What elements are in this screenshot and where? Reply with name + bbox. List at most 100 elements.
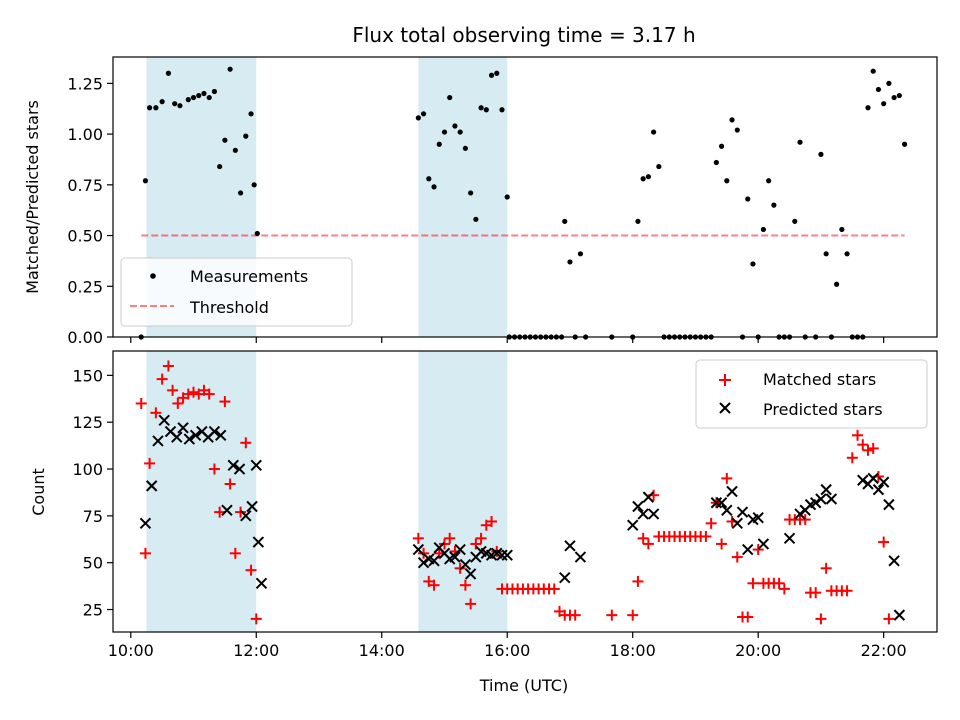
measurement-point: [724, 178, 730, 184]
measurement-point: [254, 230, 260, 237]
predicted-star-point: [825, 493, 838, 505]
y-tick-label: 100: [72, 460, 103, 479]
predicted-star-stroke: [491, 547, 503, 560]
measurement-point: [185, 97, 191, 103]
measurement-point: [222, 137, 228, 143]
y-tick-label: 125: [72, 413, 103, 432]
matched-star-point: [486, 515, 498, 527]
measurement-point: [206, 94, 212, 101]
predicted-star-stroke: [412, 543, 425, 556]
predicted-star-point: [642, 491, 655, 503]
predicted-star-point: [815, 493, 827, 505]
matched-star-point: [172, 397, 184, 409]
matched-star-point: [810, 587, 822, 599]
measurement-point: [901, 141, 908, 147]
measurement-point: [839, 226, 845, 233]
measurement-point: [844, 251, 850, 257]
matched-star-point: [857, 439, 869, 451]
plot-frame: [112, 56, 938, 338]
top-panel: 0.00 0.25 0.50 0.75 1.00 1.25: [67, 56, 938, 347]
x-tick-label: 22:00: [861, 641, 907, 660]
measurement-point: [488, 72, 495, 78]
matched-star-point: [841, 585, 853, 597]
measurement-point: [159, 99, 165, 105]
measurement-point: [441, 129, 448, 135]
predicted-star-stroke: [496, 549, 508, 561]
matched-star-point: [465, 598, 477, 610]
predicted-star-point: [246, 500, 258, 513]
bottom-y-axis-label: Count: [29, 468, 48, 516]
matched-star-point: [139, 547, 151, 559]
predicted-star-stroke: [214, 429, 227, 442]
predicted-star-stroke: [642, 491, 655, 503]
predicted-star-point: [417, 556, 430, 569]
matched-star-point: [167, 384, 179, 396]
predicted-star-point: [794, 508, 806, 520]
predicted-star-stroke: [888, 555, 900, 567]
matched-star-point: [454, 562, 466, 574]
predicted-star-point: [208, 425, 221, 438]
bottom-legend: Matched stars Predicted stars: [695, 359, 928, 429]
predicted-star-stroke: [233, 463, 246, 475]
predicted-star-stroke: [721, 504, 733, 516]
matched-star-point: [627, 609, 639, 621]
matched-star-point: [742, 611, 754, 623]
measurement-point: [431, 184, 437, 190]
matched-star-point: [815, 613, 827, 625]
matched-star-point: [245, 564, 257, 576]
matched-star-point: [700, 530, 712, 542]
measurement-point: [196, 92, 202, 99]
predicted-star-stroke: [637, 508, 649, 520]
predicted-star-stroke: [152, 435, 164, 447]
matched-star-point: [219, 396, 231, 408]
predicted-star-point: [757, 538, 770, 550]
predicted-star-stroke: [454, 543, 466, 556]
predicted-star-point: [428, 555, 440, 567]
y-tick-label: 0.50: [67, 227, 103, 246]
predicted-star-point: [742, 543, 754, 556]
bottom-legend-box: [695, 359, 928, 429]
measurement-point: [217, 163, 223, 170]
predicted-star-stroke: [208, 425, 221, 438]
matched-star-point: [475, 532, 487, 544]
measurement-point: [891, 94, 897, 101]
measurement-point: [823, 251, 829, 257]
predicted-star-point: [820, 483, 832, 496]
predicted-star-point: [809, 497, 822, 509]
y-tick-label: 50: [83, 554, 103, 573]
predicted-star-stroke: [626, 519, 639, 531]
measurement-point: [478, 105, 484, 111]
y-tick-label: 0.25: [67, 277, 103, 296]
predicted-star-point: [564, 540, 576, 552]
predicted-star-stroke: [783, 532, 796, 545]
measurement-point: [766, 178, 772, 184]
predicted-star-stroke: [867, 472, 879, 485]
predicted-star-point: [183, 433, 196, 445]
predicted-star-stroke: [574, 551, 587, 563]
x-axis-label: Time (UTC): [479, 676, 568, 695]
predicted-star-stroke: [417, 556, 430, 569]
predicted-star-stroke: [250, 459, 262, 471]
matched-star-point: [852, 429, 864, 441]
measurement-point: [499, 107, 505, 113]
measurement-point: [870, 68, 876, 74]
predicted-star-point: [726, 485, 738, 498]
legend-label-matched: Matched stars: [763, 370, 876, 389]
measurement-point: [760, 226, 767, 233]
predicted-star-stroke: [145, 480, 158, 492]
legend-marker-predicted: [719, 402, 731, 414]
predicted-star-stroke: [647, 508, 660, 520]
measurement-point: [567, 259, 573, 265]
predicted-star-stroke: [726, 485, 738, 498]
x-tick-label: 16:00: [484, 641, 530, 660]
measurement-point: [473, 216, 479, 222]
x-tick-label: 20:00: [735, 641, 781, 660]
predicted-star-stroke: [501, 549, 513, 561]
legend-marker-matched: [719, 374, 731, 386]
predicted-star-point: [240, 510, 252, 522]
predicted-star-stroke: [433, 541, 445, 554]
matched-star-point: [418, 547, 430, 559]
measurement-point: [227, 66, 233, 72]
matched-star-point: [867, 442, 879, 454]
measurement-point: [656, 163, 662, 170]
